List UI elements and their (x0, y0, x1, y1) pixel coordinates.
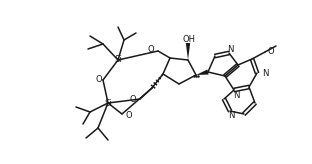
Text: Si: Si (114, 55, 122, 64)
Text: OH: OH (183, 34, 196, 43)
Polygon shape (186, 43, 190, 60)
Text: O: O (129, 94, 136, 103)
Text: Si: Si (104, 99, 112, 107)
Polygon shape (196, 70, 209, 75)
Text: O: O (147, 45, 154, 54)
Text: O: O (126, 111, 133, 120)
Text: O: O (268, 47, 275, 55)
Text: O: O (95, 75, 102, 84)
Text: N: N (233, 91, 239, 100)
Text: N: N (262, 70, 269, 79)
Text: N: N (227, 44, 233, 53)
Text: N: N (228, 112, 234, 121)
